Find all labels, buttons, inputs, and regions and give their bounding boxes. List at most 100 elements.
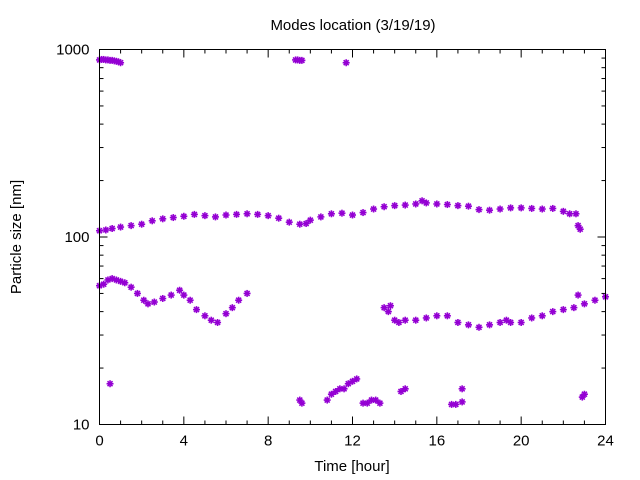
data-point-stroke-d2 (387, 302, 394, 309)
data-point (342, 59, 350, 67)
data-point-stroke-d2 (296, 221, 303, 228)
data-point (302, 220, 310, 228)
data-point (517, 318, 525, 326)
y-tick-label: 10 (73, 417, 90, 434)
data-point-stroke-d2 (286, 219, 293, 226)
data-point-stroke-d2 (572, 210, 580, 217)
data-point (517, 204, 525, 212)
data-point-stroke-d2 (381, 203, 388, 210)
data-point (422, 314, 430, 322)
data-point (549, 204, 557, 212)
data-point-stroke-d2 (208, 317, 215, 324)
data-point (190, 210, 198, 218)
data-point (452, 400, 460, 408)
data-point-stroke-d2 (298, 400, 305, 407)
data-point-stroke-d2 (233, 211, 240, 218)
data-point-stroke-d2 (433, 312, 440, 319)
data-point (401, 316, 409, 324)
data-point-stroke-d2 (222, 310, 230, 317)
data-point (298, 56, 306, 64)
data-point-stroke-d2 (191, 211, 198, 218)
data-point-stroke-d2 (370, 205, 377, 213)
data-point (412, 200, 420, 208)
data-point-stroke-d2 (201, 212, 208, 219)
data-point-stroke-d2 (144, 300, 152, 307)
data-point (591, 296, 599, 304)
data-point (201, 212, 209, 220)
x-tick-label: 12 (344, 433, 361, 450)
data-point (574, 291, 582, 299)
data-point-stroke-d2 (376, 400, 383, 407)
data-point-stroke-d2 (570, 304, 577, 311)
data-point-stroke-d2 (332, 388, 339, 395)
data-point (507, 318, 515, 326)
data-point (327, 210, 335, 218)
y-tick-label: 100 (64, 229, 89, 246)
data-point-stroke-d2 (121, 279, 128, 286)
data-point (475, 206, 483, 214)
data-point-stroke-d2 (235, 297, 242, 304)
data-point-stroke-d2 (444, 201, 451, 208)
data-point-stroke-d2 (454, 319, 461, 326)
data-point-stroke-d2 (507, 319, 514, 326)
data-point (159, 215, 167, 223)
data-point (443, 312, 451, 320)
data-point (464, 202, 472, 210)
data-point-stroke-d2 (452, 401, 459, 408)
chart-title: Modes location (3/19/19) (270, 17, 435, 34)
data-point-stroke-d2 (170, 214, 177, 221)
data-point (443, 201, 451, 209)
data-point-stroke-d2 (307, 217, 314, 224)
data-point-stroke-d2 (149, 217, 156, 224)
data-point (159, 294, 167, 302)
data-point (192, 306, 200, 314)
data-point (169, 214, 177, 222)
data-point (275, 214, 283, 222)
data-point-stroke-d2 (265, 212, 272, 219)
data-point (138, 220, 146, 228)
data-point (108, 225, 116, 233)
data-point (167, 291, 175, 299)
data-point (458, 385, 466, 393)
data-point-stroke-d2 (507, 204, 514, 211)
data-point (340, 385, 348, 393)
data-point-stroke-d2 (385, 308, 392, 315)
data-point (401, 385, 409, 393)
data-point-stroke-d2 (128, 222, 135, 229)
data-point-stroke-d2 (397, 388, 405, 395)
data-point-stroke-d2 (560, 306, 567, 313)
data-point (298, 399, 306, 407)
data-point-stroke-d2 (577, 226, 584, 233)
data-point-stroke-d2 (402, 385, 409, 392)
data-point-stroke-d2 (296, 396, 303, 404)
data-point (317, 213, 325, 221)
data-point (127, 283, 135, 291)
data-point-stroke-d2 (328, 391, 335, 398)
axis-ticks: 0 4 8 12 16 20 24 10 100 1000 (56, 42, 614, 450)
data-point-stroke-d2 (412, 200, 419, 208)
data-point (454, 318, 462, 326)
data-point-stroke-d2 (475, 206, 483, 213)
data-point (486, 321, 494, 329)
data-point (306, 216, 314, 224)
data-point-stroke-d2 (364, 400, 371, 407)
data-point (464, 321, 472, 329)
data-point-stroke-d2 (214, 319, 221, 326)
data-point (176, 286, 184, 294)
data-point (372, 396, 380, 404)
data-point-stroke-d2 (575, 222, 582, 229)
data-point (580, 300, 588, 308)
data-point-stroke-d2 (338, 210, 346, 217)
data-point-stroke-d2 (581, 391, 588, 398)
data-point (486, 206, 494, 214)
data-point-stroke-d2 (176, 287, 183, 294)
data-point-stroke-d2 (486, 321, 493, 328)
data-point-stroke-d2 (117, 59, 124, 66)
data-point (576, 225, 584, 233)
data-point (391, 202, 399, 210)
data-point (148, 217, 156, 225)
data-point (106, 380, 114, 388)
data-point-stroke-d2 (402, 317, 409, 324)
data-point (559, 207, 567, 215)
data-point-stroke-d2 (566, 210, 573, 217)
